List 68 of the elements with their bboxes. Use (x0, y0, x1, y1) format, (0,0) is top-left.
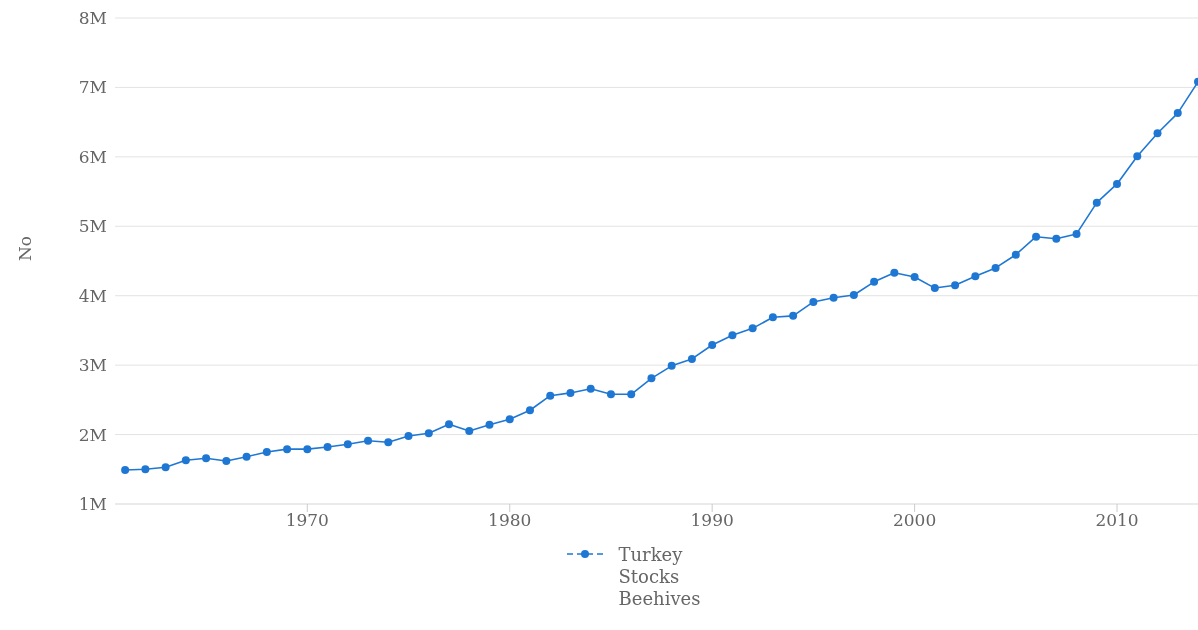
point (262, 447, 271, 456)
point (708, 341, 717, 350)
legend-label: Turkey Stocks Beehives (618, 544, 702, 610)
point (849, 291, 858, 300)
point (586, 384, 595, 393)
point (384, 438, 393, 447)
point (343, 440, 352, 449)
point (161, 463, 170, 472)
x-tick-label: 2010 (1095, 510, 1139, 531)
y-axis-title: No (15, 235, 36, 261)
x-tick-label: 2000 (892, 510, 937, 531)
point (141, 465, 150, 474)
point (910, 272, 919, 281)
point (424, 429, 433, 438)
point (1133, 152, 1142, 161)
point (505, 415, 514, 424)
point (283, 445, 292, 454)
point (627, 390, 636, 399)
point (1032, 232, 1041, 241)
y-tick-label: 3M (78, 355, 107, 376)
point (768, 313, 777, 322)
point (606, 390, 615, 399)
point (1113, 179, 1122, 188)
point (809, 297, 818, 306)
y-tick-label: 4M (78, 285, 107, 306)
point (951, 281, 960, 290)
point (181, 456, 190, 465)
point (991, 263, 1000, 272)
y-tick-label: 8M (78, 8, 107, 29)
point (890, 268, 899, 277)
point (546, 391, 555, 400)
point (404, 431, 413, 440)
point (687, 354, 696, 363)
point (121, 465, 130, 474)
point (829, 293, 838, 302)
point (485, 420, 494, 429)
point (465, 427, 474, 436)
point (930, 284, 939, 293)
y-tick-label: 1M (78, 494, 107, 515)
point (728, 331, 737, 340)
point (1011, 250, 1020, 259)
point (323, 443, 332, 452)
point (303, 445, 312, 454)
point (566, 388, 575, 397)
point (525, 406, 534, 415)
point (870, 277, 879, 286)
y-tick-label: 2M (78, 424, 107, 445)
x-tick-label: 1970 (285, 510, 329, 531)
y-tick-label: 6M (78, 146, 107, 167)
point (202, 454, 211, 463)
point (647, 374, 656, 383)
point (748, 324, 757, 333)
point (222, 456, 231, 465)
point (445, 420, 454, 429)
point (789, 311, 798, 320)
point (1072, 229, 1081, 238)
point (242, 452, 251, 461)
point (1092, 198, 1101, 207)
x-tick-label: 1990 (690, 510, 734, 531)
point (1173, 109, 1182, 118)
point (364, 436, 373, 445)
x-tick-label: 1980 (488, 510, 532, 531)
point (1052, 234, 1061, 243)
point (1153, 129, 1162, 138)
y-tick-label: 7M (78, 77, 107, 98)
point (971, 272, 980, 281)
point (667, 361, 676, 370)
y-tick-label: 5M (78, 216, 107, 237)
